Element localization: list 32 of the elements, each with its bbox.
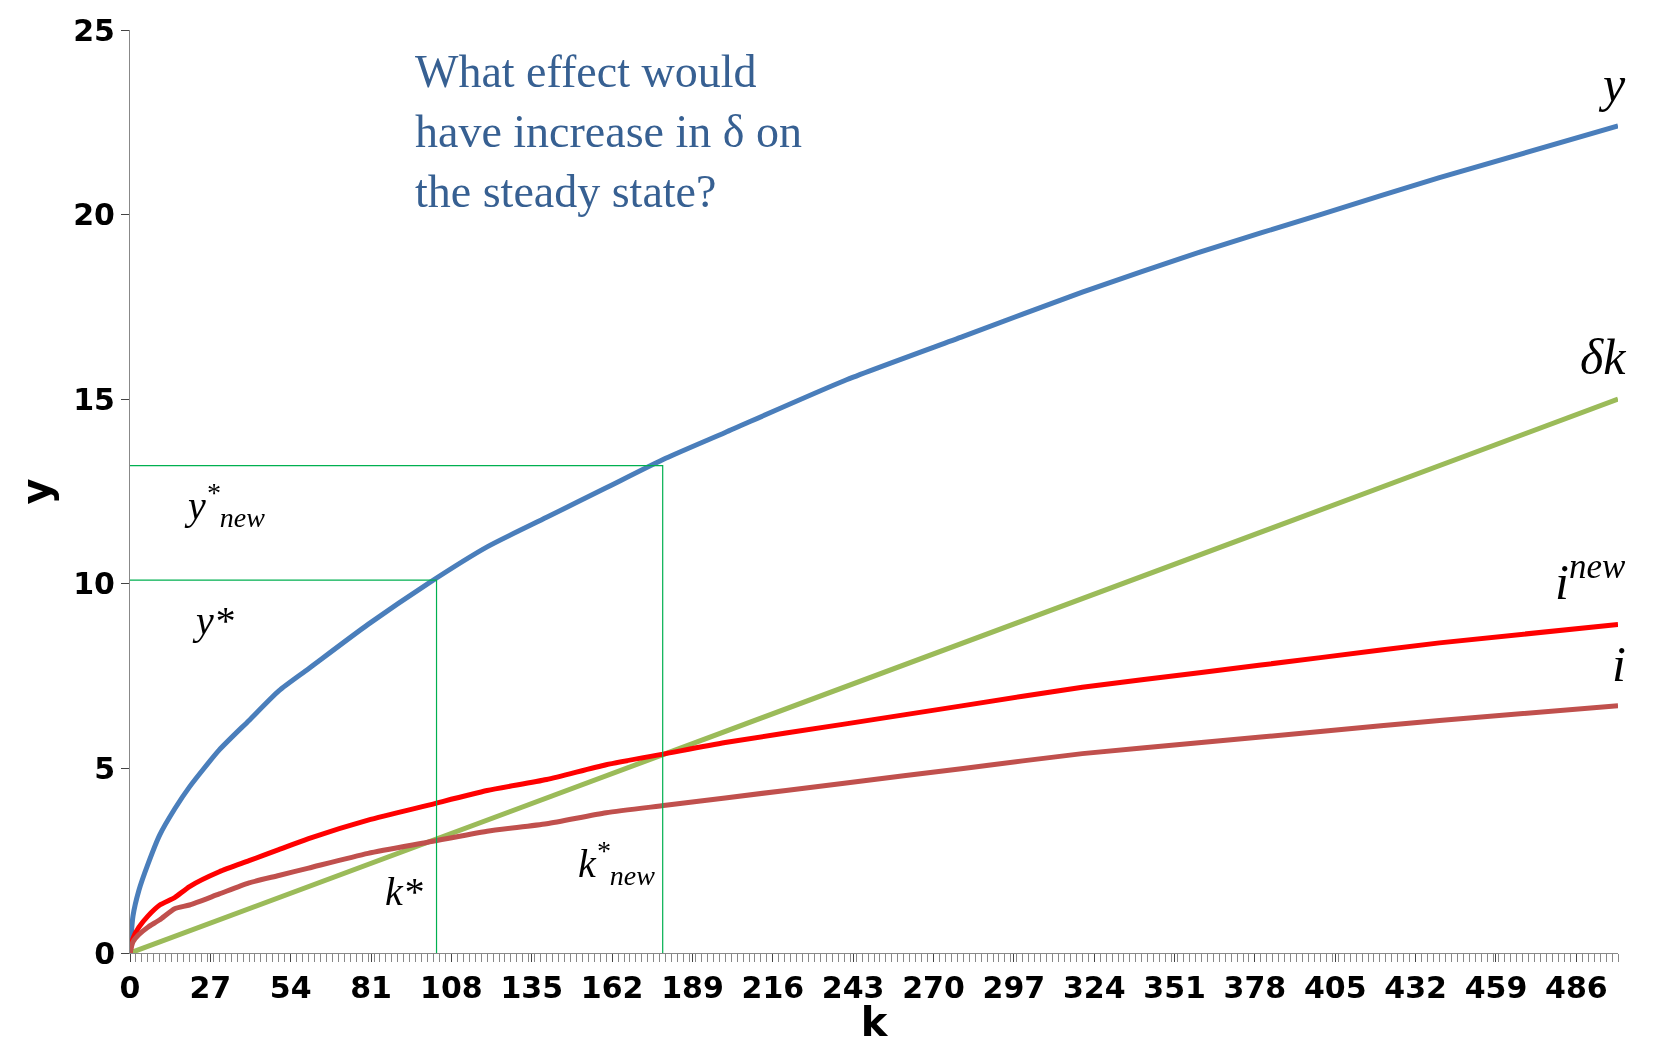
y-tick-label: 10 — [73, 566, 115, 602]
x-tick-label: 81 — [350, 970, 392, 1005]
x-tick-label: 108 — [420, 970, 483, 1005]
y-tick-label: 5 — [94, 750, 115, 786]
x-tick-label: 459 — [1464, 970, 1528, 1005]
x-tick-label: 486 — [1545, 970, 1608, 1005]
x-tick-label: 378 — [1223, 970, 1287, 1005]
y-tick-label: 20 — [73, 197, 115, 233]
x-tick-label: 54 — [269, 970, 312, 1005]
x-tick-label: 405 — [1303, 970, 1367, 1005]
series-label: i$^{new}$ — [1555, 547, 1626, 610]
x-tick-label: 324 — [1062, 970, 1126, 1005]
x-tick-label: 297 — [982, 970, 1046, 1005]
series-label: y — [1598, 56, 1626, 112]
x-tick-label: 270 — [902, 970, 965, 1005]
x-tick-label: 0 — [119, 970, 141, 1005]
x-tick-label: 351 — [1143, 970, 1206, 1005]
annotation: k* — [385, 869, 423, 914]
y-tick-label: 0 — [94, 935, 115, 971]
series-label: i — [1612, 636, 1626, 692]
y-axis-title: y — [12, 478, 59, 505]
x-tick-label: 189 — [661, 970, 724, 1005]
series-label: δk — [1580, 329, 1627, 385]
x-tick-label: 432 — [1384, 970, 1447, 1005]
annotation: What effect would have increase in δ on the steady state? — [415, 46, 802, 217]
x-tick-label: 27 — [189, 970, 232, 1005]
y-tick-label: 25 — [73, 12, 115, 48]
x-tick-label: 216 — [741, 970, 805, 1005]
annotation: y* — [192, 598, 234, 643]
x-tick-label: 162 — [580, 970, 644, 1005]
y-tick-label: 15 — [73, 381, 115, 417]
x-tick-label: 135 — [500, 970, 564, 1005]
